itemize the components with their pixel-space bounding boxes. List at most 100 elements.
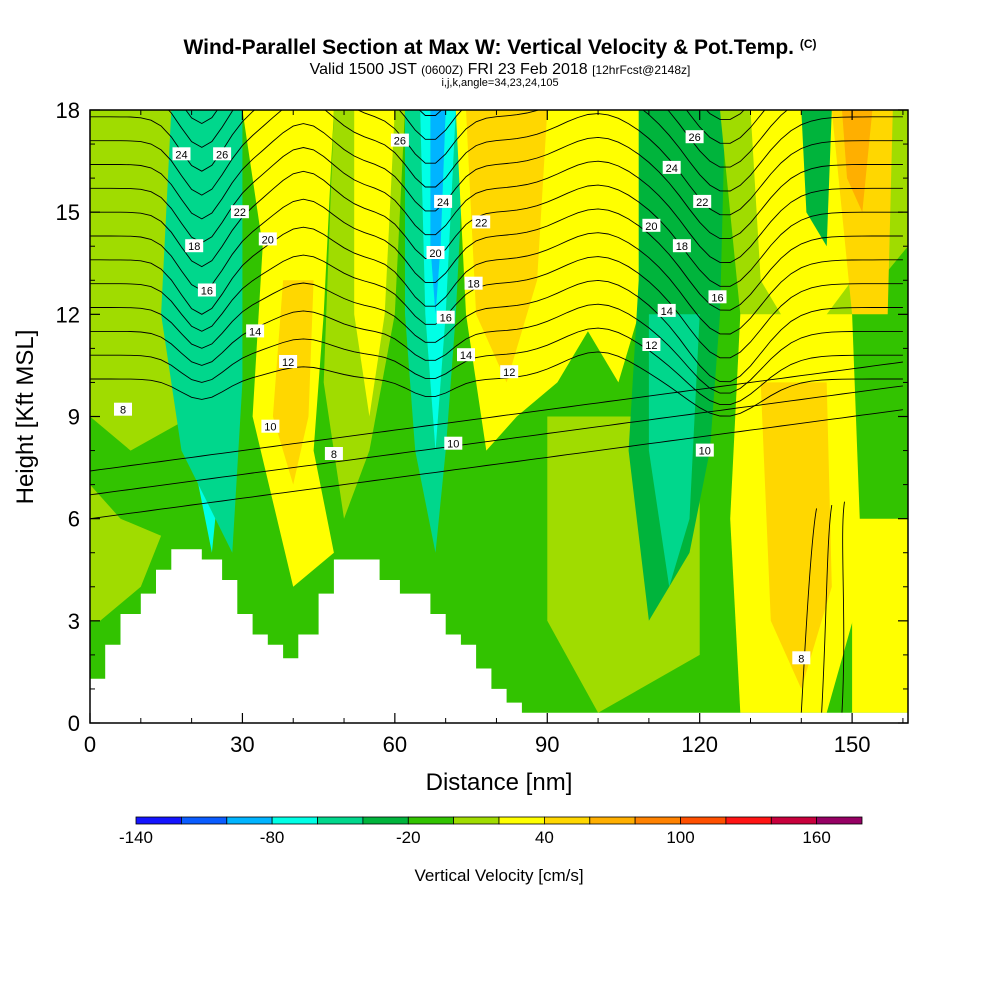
theta-contour-18 [90, 0, 903, 96]
contour-label-bg [436, 310, 455, 324]
theta-contour-3 [90, 351, 903, 417]
x-tick-label: 60 [383, 732, 407, 757]
contour-label-text: 16 [201, 286, 213, 298]
colorbar-tick-label: -20 [396, 828, 421, 847]
terrain-mask [90, 549, 908, 723]
contour-label-text: 12 [503, 367, 515, 379]
contour-label-bg [642, 218, 661, 232]
contour-label-text: 26 [394, 136, 406, 148]
vv-band-24 [842, 110, 873, 213]
y-tick-label: 9 [68, 405, 80, 430]
theta-contour-14 [90, 110, 903, 192]
copyright-mark: (C) [799, 37, 817, 51]
contour-label-text: 26 [216, 149, 228, 161]
contour-label-text: 20 [262, 234, 274, 246]
contour-label-24: 18 [672, 239, 691, 253]
theta-contour-1 [90, 385, 903, 496]
contour-label-text: 8 [120, 405, 126, 417]
colorbar-label: Vertical Velocity [cm/s] [414, 866, 583, 885]
theta-contour-4 [90, 327, 903, 406]
contour-label-20: 26 [685, 130, 704, 144]
contour-label-6: 14 [246, 324, 265, 338]
colorbar-swatch [271, 816, 318, 825]
contour-label-15: 18 [464, 276, 483, 291]
colorbar-swatch [180, 816, 228, 825]
contour-label-bg [261, 419, 280, 433]
contour-label-bg [642, 338, 661, 351]
contour-label-23: 20 [642, 218, 661, 233]
colorbar-swatch [725, 816, 772, 825]
theta-contour-11 [90, 147, 903, 263]
theta-contour-10 [90, 170, 903, 287]
contour-label-text: 20 [429, 248, 441, 260]
theta-contour-9 [90, 198, 903, 311]
contour-label-bg [324, 447, 343, 460]
x-axis-label: Distance [nm] [426, 769, 573, 796]
contour-label-text: 16 [711, 292, 723, 304]
contour-label-12: 24 [434, 194, 453, 209]
contour-label-text: 18 [676, 241, 688, 253]
contour-label-text: 18 [188, 241, 200, 253]
colorbar-swatch [770, 816, 818, 825]
y-tick-label: 0 [68, 711, 80, 736]
chart-subtitle: Valid 1500 JST (0600Z) FRI 23 Feb 2018 [… [309, 61, 691, 78]
theta-contour-0 [90, 409, 903, 520]
colorbar-tick-label: 100 [666, 828, 694, 847]
contour-label-19: 10 [444, 436, 463, 451]
contour-label-bg [172, 147, 191, 161]
contour-label-bg [500, 365, 519, 379]
contour-label-bg [708, 290, 727, 304]
contour-label-text: 22 [696, 197, 708, 209]
contour-label-bg [114, 402, 132, 416]
colorbar-swatch [407, 816, 455, 825]
contour-label-text: 18 [467, 279, 479, 291]
contour-label-bg [672, 239, 691, 253]
contour-label-text: 24 [437, 197, 449, 209]
x-tick-label: 0 [84, 732, 96, 757]
contour-label-1: 26 [213, 147, 232, 161]
contour-label-bg [457, 348, 475, 362]
theta-contour-17 [705, 110, 745, 120]
colorbar-tick-label: -80 [260, 828, 285, 847]
contour-label-bg [693, 194, 712, 208]
chart-subtitle-indices: i,j,k,angle=34,23,24,105 [441, 77, 559, 89]
contour-label-bg [185, 239, 204, 253]
contour-label-text: 12 [282, 357, 294, 369]
x-tick-label: 30 [230, 732, 254, 757]
contour-label-28: 10 [695, 443, 714, 458]
contour-label-bg [695, 443, 714, 457]
theta-contour-20 [90, 0, 903, 48]
x-tick-label: 150 [834, 732, 871, 757]
contour-label-text: 12 [645, 340, 657, 352]
contour-label-5: 16 [197, 283, 216, 298]
contour-label-text: 16 [440, 313, 452, 325]
colorbar-swatch [816, 816, 863, 825]
contour-label-bg [792, 651, 811, 665]
theta-contour-6 [90, 279, 903, 383]
contour-label-text: 14 [460, 350, 472, 362]
colorbar-swatch [226, 816, 273, 825]
contour-label-bg [279, 355, 298, 368]
y-tick-label: 3 [68, 609, 80, 634]
vv-band-9 [354, 110, 395, 417]
colorbar-swatch [498, 816, 545, 825]
y-axis-label: Height [Kft MSL] [12, 330, 39, 505]
contour-label-bg [685, 130, 704, 144]
contour-label-7: 12 [279, 355, 298, 369]
theta-contour-13 [90, 110, 903, 216]
colorbar-swatch [362, 816, 409, 825]
contour-label-bg [472, 215, 491, 229]
contour-label-text: 26 [688, 132, 700, 144]
contour-label-text: 22 [234, 207, 246, 219]
contour-label-bg [464, 276, 483, 290]
colorbar-swatch [544, 816, 591, 825]
vv-band-14 [466, 110, 548, 383]
contour-label-21: 24 [662, 160, 681, 175]
contour-label-3: 20 [258, 232, 277, 246]
y-tick-label: 6 [68, 507, 80, 532]
vv-band-22 [760, 382, 832, 689]
colorbar-tick-label: 40 [535, 828, 554, 847]
theta-contour-v0 [800, 508, 817, 713]
contour-label-text: 22 [475, 217, 487, 229]
contour-label-18: 12 [500, 365, 519, 379]
